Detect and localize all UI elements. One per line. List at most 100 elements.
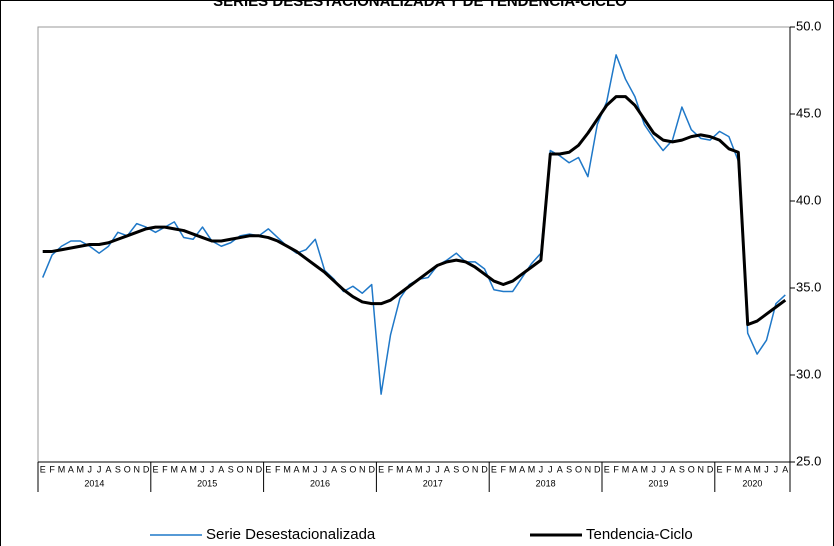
x-tick-label: F [49, 464, 55, 474]
y-tick-label: 35.0 [796, 279, 821, 294]
x-tick-label: S [679, 464, 685, 474]
x-tick-label: J [313, 464, 318, 474]
x-tick-label: J [651, 464, 656, 474]
x-tick-label: N [472, 464, 479, 474]
legend-label: Serie Desestacionalizada [206, 526, 376, 543]
legend-label: Tendencia-Ciclo [586, 526, 693, 543]
x-tick-label: O [124, 464, 131, 474]
x-tick-label: J [435, 464, 440, 474]
x-tick-label: D [368, 464, 375, 474]
x-tick-label: D [143, 464, 150, 474]
x-tick-label: F [613, 464, 619, 474]
x-tick-label: A [406, 464, 412, 474]
x-tick-label: J [200, 464, 205, 474]
x-tick-label: E [152, 464, 158, 474]
x-tick-label: N [585, 464, 592, 474]
x-tick-label: F [275, 464, 281, 474]
x-tick-label: N [697, 464, 704, 474]
x-tick-label: M [735, 464, 743, 474]
x-tick-label: J [87, 464, 92, 474]
x-tick-label: E [604, 464, 610, 474]
x-tick-label: M [622, 464, 630, 474]
series-line [42, 54, 786, 395]
year-label: 2020 [742, 478, 762, 488]
x-tick-label: S [566, 464, 572, 474]
y-tick-label: 50.0 [796, 18, 821, 33]
x-tick-label: A [181, 464, 187, 474]
x-tick-label: M [415, 464, 423, 474]
x-tick-label: F [726, 464, 732, 474]
x-tick-label: F [388, 464, 394, 474]
x-tick-label: M [641, 464, 649, 474]
y-tick-label: 25.0 [796, 453, 821, 468]
x-tick-label: M [171, 464, 179, 474]
x-tick-label: A [218, 464, 224, 474]
chart-title: SERIES DESESTACIONALIZADA Y DE TENDENCIA… [213, 0, 627, 10]
x-tick-label: S [228, 464, 234, 474]
x-tick-label: D [256, 464, 263, 474]
x-tick-label: D [594, 464, 601, 474]
y-tick-label: 40.0 [796, 192, 821, 207]
x-tick-label: E [40, 464, 46, 474]
x-tick-label: A [293, 464, 299, 474]
x-tick-label: A [782, 464, 788, 474]
x-tick-label: A [557, 464, 563, 474]
x-tick-label: D [707, 464, 714, 474]
x-tick-label: J [210, 464, 215, 474]
x-tick-label: E [378, 464, 384, 474]
x-tick-label: M [753, 464, 761, 474]
x-tick-label: E [716, 464, 722, 474]
x-tick-label: J [322, 464, 327, 474]
year-label: 2015 [197, 478, 217, 488]
x-tick-label: M [77, 464, 85, 474]
x-tick-label: E [265, 464, 271, 474]
x-tick-label: O [575, 464, 582, 474]
x-tick-label: A [632, 464, 638, 474]
x-tick-label: J [548, 464, 553, 474]
x-tick-label: A [105, 464, 111, 474]
x-tick-label: M [528, 464, 536, 474]
x-tick-label: A [745, 464, 751, 474]
x-tick-label: A [669, 464, 675, 474]
x-tick-label: E [491, 464, 497, 474]
x-tick-label: S [453, 464, 459, 474]
x-tick-label: N [133, 464, 140, 474]
y-tick-label: 30.0 [796, 366, 821, 381]
x-tick-label: M [189, 464, 197, 474]
x-tick-label: M [58, 464, 66, 474]
x-tick-label: J [764, 464, 769, 474]
x-tick-label: M [302, 464, 310, 474]
x-tick-label: O [349, 464, 356, 474]
x-tick-label: F [501, 464, 507, 474]
year-label: 2019 [648, 478, 668, 488]
x-tick-label: A [519, 464, 525, 474]
x-tick-label: A [68, 464, 74, 474]
x-tick-label: M [283, 464, 291, 474]
x-tick-label: O [462, 464, 469, 474]
x-tick-label: A [331, 464, 337, 474]
x-tick-label: J [539, 464, 544, 474]
year-label: 2017 [423, 478, 443, 488]
x-tick-label: S [340, 464, 346, 474]
plot-area [37, 26, 791, 463]
year-label: 2016 [310, 478, 330, 488]
series-line [42, 95, 787, 327]
x-tick-label: N [359, 464, 366, 474]
x-tick-label: O [237, 464, 244, 474]
x-tick-label: J [426, 464, 431, 474]
x-tick-label: S [115, 464, 121, 474]
x-tick-label: J [774, 464, 779, 474]
x-tick-label: M [509, 464, 517, 474]
x-tick-label: N [246, 464, 253, 474]
x-tick-label: A [444, 464, 450, 474]
y-tick-label: 45.0 [796, 105, 821, 120]
x-tick-label: J [661, 464, 666, 474]
x-tick-label: J [97, 464, 102, 474]
x-tick-label: F [162, 464, 168, 474]
year-label: 2018 [536, 478, 556, 488]
year-label: 2014 [84, 478, 104, 488]
x-tick-label: M [396, 464, 404, 474]
x-tick-label: O [688, 464, 695, 474]
